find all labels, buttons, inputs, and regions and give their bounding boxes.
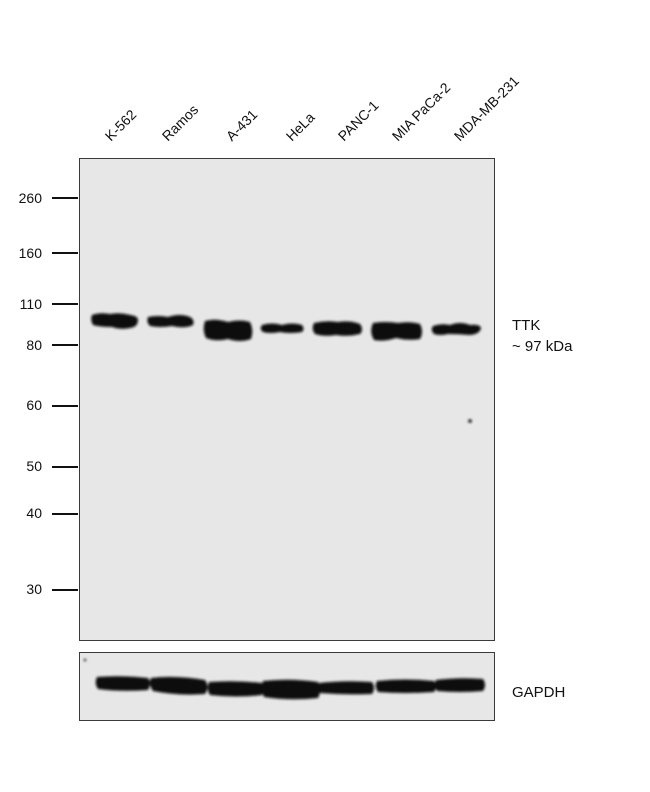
marker-label-50: 50 [26,458,42,474]
target-size-label: ~ 97 kDa [512,338,573,355]
marker-tick-60 [52,405,78,407]
marker-label-160: 160 [18,245,42,261]
gapdh-band-panc1 [317,681,374,695]
ttk-band-a431 [203,319,253,341]
marker-label-40: 40 [26,505,42,521]
marker-tick-30 [52,589,78,591]
ttk-band-mdamb231 [431,323,481,335]
ttk-band-miapaca2 [371,322,422,341]
speck [468,419,472,423]
marker-label-260: 260 [18,190,42,206]
marker-tick-260 [52,197,78,199]
marker-label-80: 80 [26,337,42,353]
ttk-band-ramos [147,315,194,328]
gapdh-band-hela [261,679,320,700]
marker-tick-80 [52,344,78,346]
target-name-label: TTK [512,317,541,334]
ttk-band-panc1 [312,321,362,336]
gapdh-band-mdamb231 [434,678,485,692]
ttk-band-hela [260,323,304,333]
loading-control-label: GAPDH [512,684,566,701]
gapdh-band-miapaca2 [375,679,436,693]
marker-tick-110 [52,303,78,305]
marker-tick-160 [52,252,78,254]
ttk-band-k562 [91,313,138,329]
marker-tick-40 [52,513,78,515]
main-blot-membrane [79,158,495,641]
gapdh-band-k562 [95,676,150,691]
marker-tick-50 [52,466,78,468]
marker-label-110: 110 [19,296,42,312]
speck [83,658,87,662]
marker-label-30: 30 [26,581,42,597]
marker-label-60: 60 [26,397,42,413]
gapdh-band-ramos [149,676,208,695]
gapdh-band-a431 [207,681,264,697]
